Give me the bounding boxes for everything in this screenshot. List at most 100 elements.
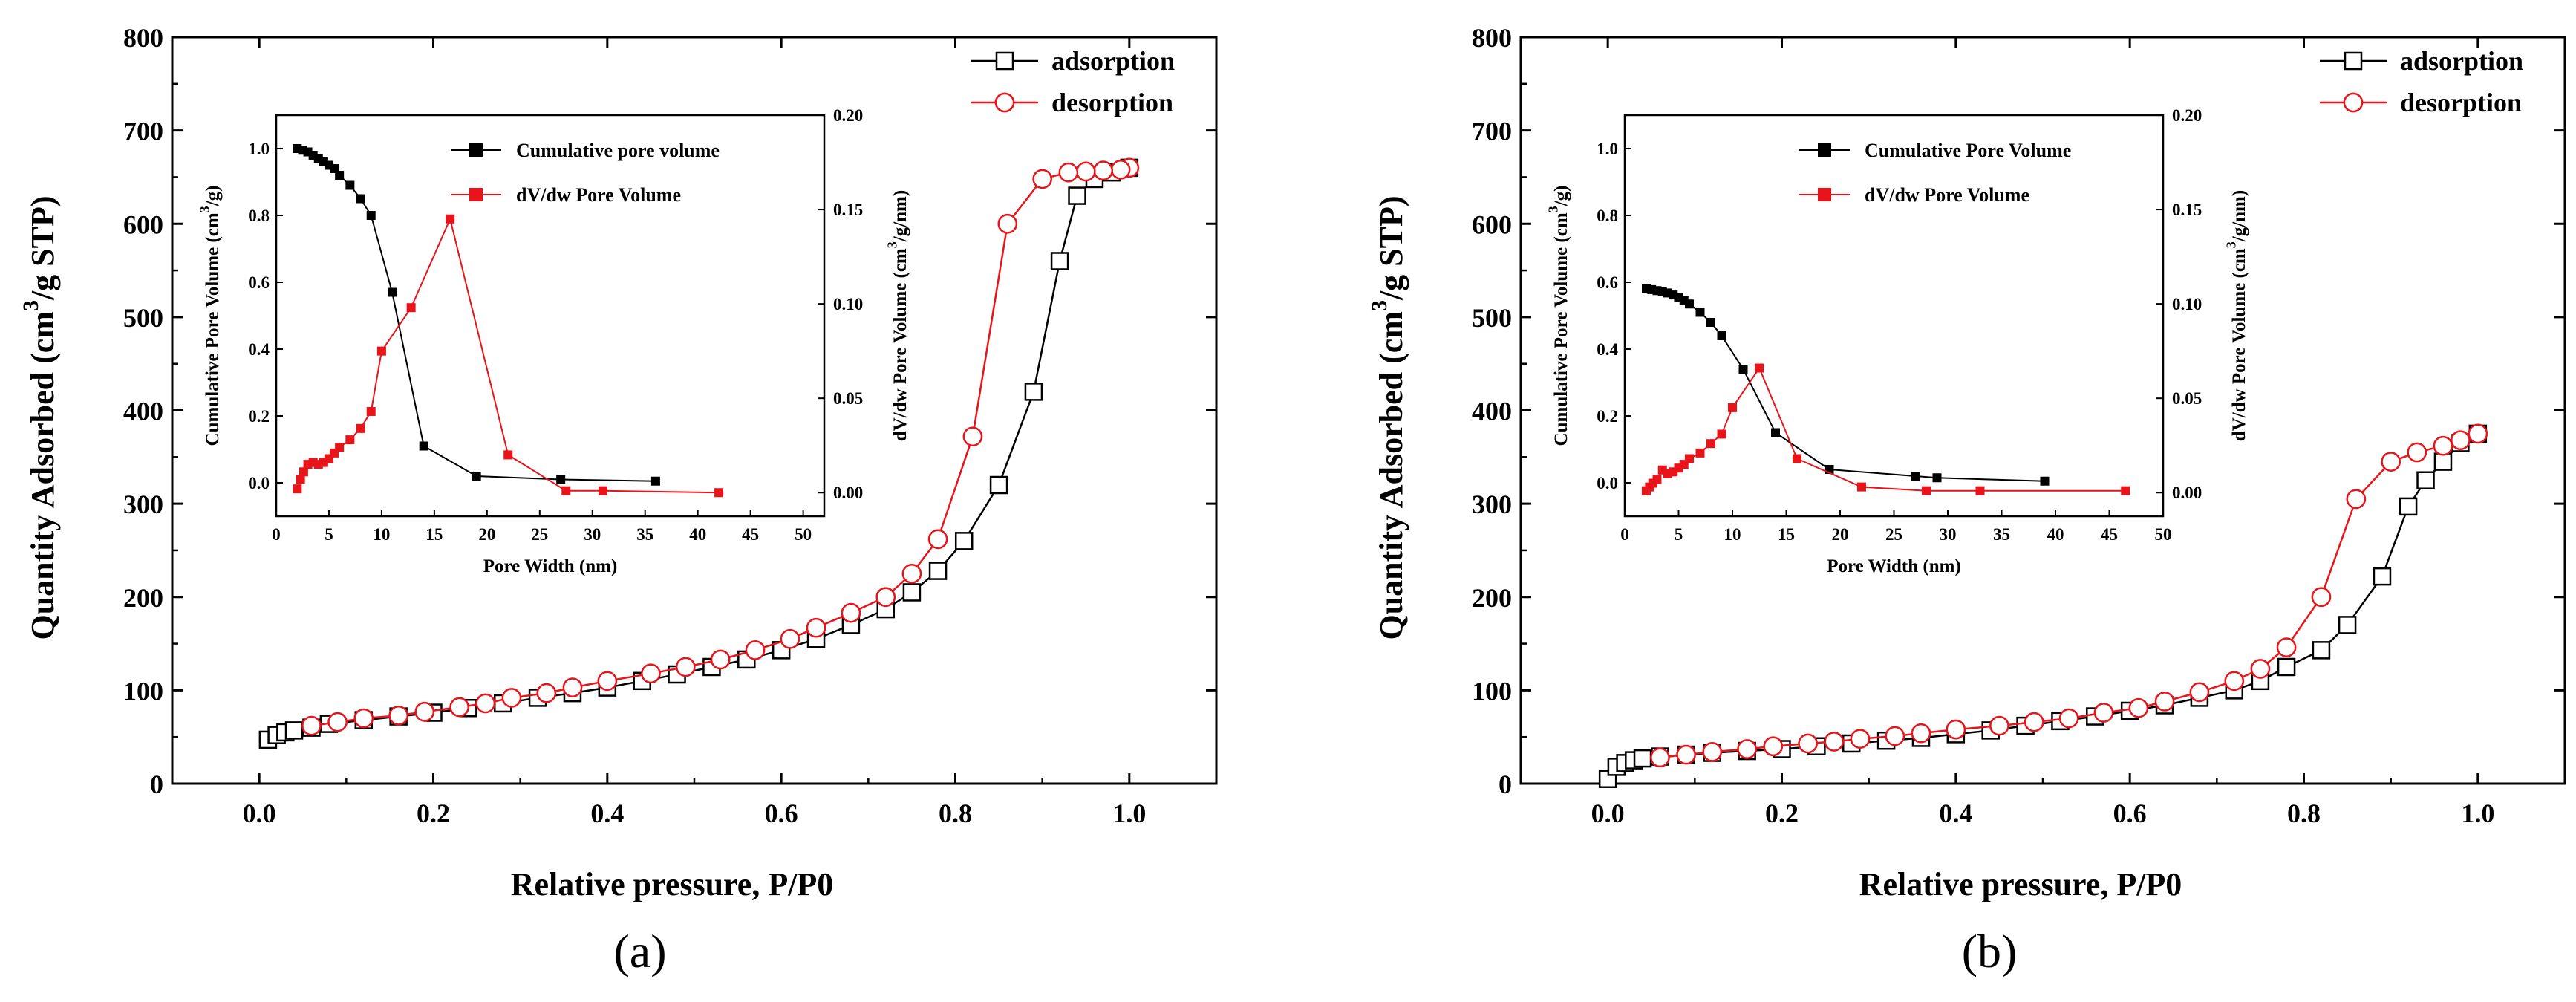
inset-point: [2121, 486, 2130, 495]
x-tick-label: 1.0: [1112, 798, 1146, 828]
inset-point: [650, 476, 660, 486]
y-tick-label: 800: [123, 23, 163, 53]
desorption-point: [1093, 160, 1114, 180]
inset-x-tick-label: 35: [636, 525, 653, 544]
desorption-point: [780, 628, 800, 649]
inset-point: [1695, 308, 1705, 317]
desorption-point: [501, 688, 522, 708]
inset-point: [1975, 486, 1985, 495]
desorption-point: [2381, 452, 2401, 472]
inset-x-tick-label: 25: [1885, 525, 1902, 544]
inset-x-tick-label: 10: [1724, 525, 1741, 544]
inset-point: [345, 435, 355, 445]
desorption-point: [475, 693, 496, 714]
desorption-point: [1763, 736, 1784, 757]
adsorption-point: [902, 583, 922, 602]
inset-y-right-tick-label: 0.00: [2172, 484, 2202, 502]
desorption-point: [353, 708, 374, 729]
inset-y-right-label-tail: /g/nm): [890, 190, 910, 242]
desorption-point: [414, 701, 435, 722]
inset-y-left-tick-label: 0.8: [1597, 206, 1618, 225]
inset-legend-marker: [1818, 188, 1831, 201]
desorption-point: [2189, 682, 2210, 703]
inset-legend-marker: [1818, 143, 1831, 157]
inset-point: [503, 450, 513, 460]
adsorption-point: [1024, 383, 1043, 401]
y-tick-label: 200: [1472, 583, 1512, 613]
inset-x-tick-label: 20: [478, 525, 495, 544]
adsorption-point: [954, 532, 974, 550]
y-axis-label-sup: 3: [19, 300, 43, 311]
legend-label-adsorption: adsorption: [2400, 46, 2523, 76]
inset-y-right-label: dV/dw Pore Volume (cm3/g/nm): [884, 190, 910, 441]
inset-point: [376, 346, 386, 356]
desorption-point: [1110, 160, 1131, 180]
inset-point: [366, 406, 376, 416]
inset-frame: [275, 114, 826, 518]
y-tick-label: 0: [1499, 770, 1512, 799]
legend-label-desorption: desorption: [2400, 88, 2522, 117]
inset-point: [1922, 486, 1931, 495]
inset-x-tick-label: 30: [584, 525, 601, 544]
x-axis-label: Relative pressure, P/P0: [511, 866, 834, 902]
y-tick-label: 400: [1472, 397, 1512, 426]
inset-x-tick-label: 25: [531, 525, 548, 544]
desorption-point: [1911, 723, 1931, 744]
desorption-point: [710, 649, 731, 670]
inset-y-right-tick-label: 0.10: [2172, 295, 2202, 313]
desorption-point: [449, 697, 470, 718]
y-axis-label: Quantity Adsorbed (cm3/g STP): [1367, 195, 1409, 640]
inset-point: [598, 486, 607, 495]
legend-label-adsorption: adsorption: [1051, 46, 1175, 76]
inset-y-left-tick-label: 0.4: [1597, 340, 1618, 359]
desorption-point: [1032, 169, 1053, 189]
x-tick-label: 0.0: [243, 798, 276, 828]
inset-x-tick-label: 50: [795, 525, 812, 544]
inset-point: [472, 472, 481, 481]
inset-point: [419, 441, 428, 451]
inset-x-tick-label: 40: [2047, 525, 2064, 544]
desorption-point: [2407, 442, 2427, 463]
inset-point: [1685, 299, 1694, 309]
inset-y-left-tick-label: 0.2: [1597, 407, 1618, 426]
y-axis-label-base: Quantity Adsorbed (cm: [25, 311, 61, 640]
x-tick-label: 1.0: [2461, 798, 2494, 828]
inset-point: [366, 211, 376, 220]
inset-y-right-tick-label: 0.05: [833, 389, 863, 408]
desorption-point: [745, 640, 766, 660]
desorption-point: [2468, 423, 2488, 444]
desorption-point: [2311, 587, 2332, 608]
panel-label: (a): [613, 925, 666, 977]
inset-point: [1793, 454, 1801, 463]
inset-y-left-label-tail: /g): [203, 186, 223, 207]
desorption-point: [1737, 739, 1757, 759]
inset-y-left-tick-label: 0.4: [248, 340, 270, 359]
inset-y-right-label-tail: /g/nm): [2229, 190, 2249, 242]
desorption-point: [841, 602, 861, 623]
inset-y-left-tick-label: 0.2: [248, 407, 270, 426]
inset-y-right-label-base: dV/dw Pore Volume (cm: [2229, 248, 2249, 441]
y-axis-label-base: Quantity Adsorbed (cm: [1373, 311, 1409, 640]
inset-y-left-label: Cumulative Pore Volume (cm3/g): [197, 186, 223, 446]
inset-point: [1652, 475, 1662, 484]
desorption-point: [962, 426, 983, 447]
inset-y-left-label-base: Cumulative Pore Volume (cm: [203, 212, 223, 446]
desorption-point: [2346, 489, 2367, 510]
y-tick-label: 700: [123, 117, 163, 146]
adsorption-point: [1633, 749, 1652, 768]
inset-x-tick-label: 0: [272, 525, 281, 544]
inset-point: [1695, 448, 1705, 458]
desorption-point: [1946, 719, 1966, 740]
adsorption-point: [2399, 497, 2418, 516]
inset-y-right-label-sup: 3: [2223, 241, 2238, 248]
inset-frame: [1623, 114, 2165, 518]
adsorption-point: [989, 475, 1008, 495]
inset-point: [1911, 472, 1920, 481]
x-axis-label: Relative pressure, P/P0: [1859, 866, 2182, 902]
inset-y-right-tick-label: 0.10: [833, 295, 863, 313]
desorption-point: [901, 563, 922, 584]
x-tick-label: 0.6: [2113, 798, 2147, 828]
inset-y-left-tick-label: 1.0: [1597, 140, 1618, 158]
inset-point: [446, 214, 455, 224]
